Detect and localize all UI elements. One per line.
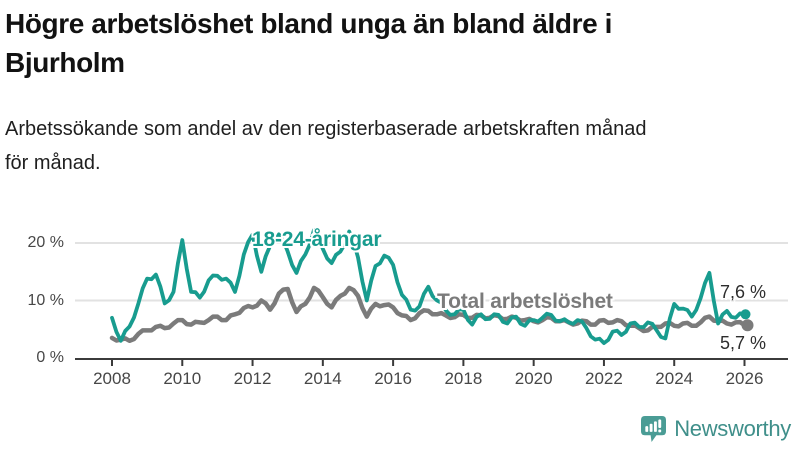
end-dot-total [741,319,754,332]
newsworthy-branding: Newsworthy [641,414,791,444]
end-dot-youth [740,309,751,320]
series-line-total [109,285,747,344]
chart-subtitle: Arbetssökande som andel av den registerb… [5,112,795,180]
headline-line-1: Högre arbetslöshet bland unga än bland ä… [5,8,613,39]
series-line-youth [110,227,747,346]
newsworthy-logo-icon [641,415,667,442]
headline-line-2: Bjurholm [5,47,125,78]
page-title: Högre arbetslöshet bland unga än bland ä… [5,4,795,82]
subtitle-line-1: Arbetssökande som andel av den registerb… [5,118,647,140]
brand-name: Newsworthy [674,416,791,441]
subtitle-line-2: för månad. [5,152,101,174]
